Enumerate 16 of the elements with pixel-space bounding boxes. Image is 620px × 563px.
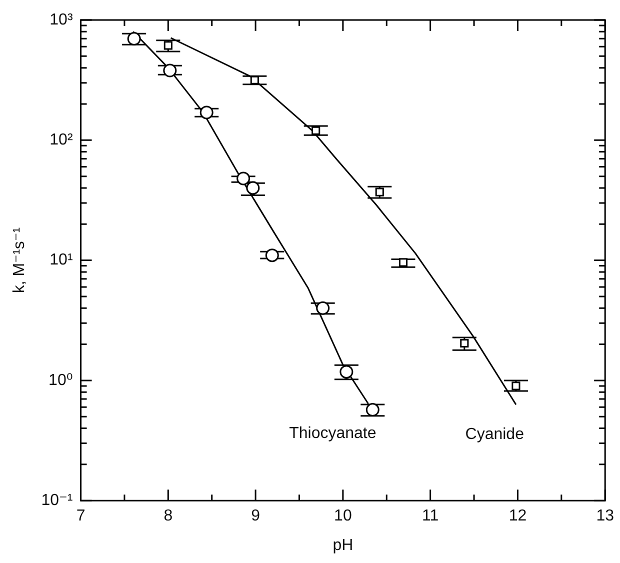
- x-tick-label: 10: [334, 508, 352, 525]
- x-tick-label: 9: [251, 508, 260, 525]
- x-tick-label: 8: [164, 508, 173, 525]
- x-tick-label: 11: [422, 508, 439, 525]
- y-tick-label: 10²: [50, 132, 74, 149]
- series-label: Cyanide: [465, 426, 524, 443]
- y-axis-title: k, M⁻¹s⁻¹: [11, 227, 28, 294]
- x-tick-label: 7: [76, 508, 86, 525]
- x-axis-title: pH: [332, 536, 354, 554]
- y-tick-label: 10¹: [50, 252, 73, 269]
- y-tick-label: 10³: [50, 11, 74, 28]
- x-tick-label: 12: [508, 508, 527, 525]
- x-tick-label: 13: [596, 508, 614, 525]
- y-tick-label: 10⁻¹: [41, 492, 73, 510]
- y-tick-label: 10⁰: [48, 372, 73, 389]
- series-label: Thiocyanate: [289, 425, 376, 442]
